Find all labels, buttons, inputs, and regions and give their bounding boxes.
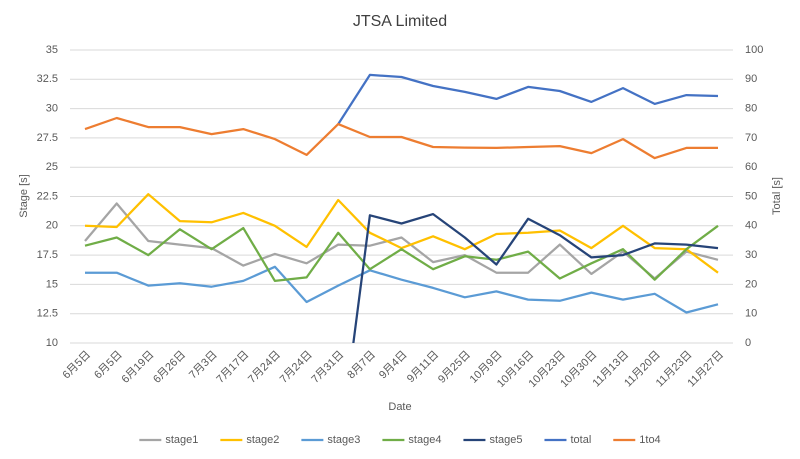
y-tick-label: 27.5: [37, 132, 58, 144]
y-tick-label: 17.5: [37, 249, 58, 261]
y2-tick-label: 20: [745, 278, 757, 290]
y-tick-label: 20: [46, 220, 58, 232]
y-tick-label: 22.5: [37, 190, 58, 202]
x-tick-label: 9月11日: [405, 349, 441, 385]
y2-tick-label: 100: [745, 44, 763, 56]
y2-tick-label: 10: [745, 308, 757, 320]
series-line: [84, 202, 719, 280]
x-tick-label: 6月19日: [119, 349, 156, 386]
chart-title: JTSA Limited: [353, 13, 447, 30]
legend-label: stage1: [165, 434, 198, 446]
x-tick-label: 7月17日: [214, 349, 251, 386]
x-tick-label: 6月26日: [151, 349, 188, 386]
y2-tick-label: 90: [745, 73, 757, 85]
y2-tick-label: 40: [745, 220, 757, 232]
legend-label: total: [570, 434, 591, 446]
x-tick-label: 9月25日: [436, 349, 473, 386]
series-line: [84, 224, 719, 283]
y2-tick-label: 30: [745, 249, 757, 261]
y-tick-label: 25: [46, 161, 58, 173]
x-tick-label: 8月7日: [345, 349, 378, 382]
y2-tick-label: 0: [745, 337, 751, 349]
series-line: [84, 193, 719, 274]
y-tick-label: 30: [46, 103, 58, 115]
y2-axis-label: Total [s]: [771, 177, 783, 215]
y-tick-label: 10: [46, 337, 58, 349]
y-tick-label: 35: [46, 44, 58, 56]
y-tick-label: 12.5: [37, 308, 58, 320]
x-tick-label: 7月31日: [309, 349, 346, 386]
legend-label: 1to4: [639, 434, 660, 446]
x-tick-label: 6月5日: [60, 349, 93, 382]
series-line: [84, 116, 718, 160]
legend-label: stage5: [489, 434, 522, 446]
y-axis-label: Stage [s]: [18, 174, 30, 217]
legend-label: stage3: [327, 434, 360, 446]
x-tick-label: 7月24日: [278, 349, 315, 386]
y2-tick-label: 50: [745, 190, 757, 202]
legend-label: stage2: [246, 434, 279, 446]
legend-label: stage4: [408, 434, 441, 446]
series-line: [352, 212, 719, 343]
y2-tick-label: 60: [745, 161, 757, 173]
y-tick-label: 32.5: [37, 73, 58, 85]
x-axis-label: Date: [388, 401, 411, 413]
legend: stage1 stage2 stage3 stage4 stage5 total 1to4: [139, 434, 661, 446]
y2-tick-label: 70: [745, 132, 757, 144]
series-line: [85, 265, 719, 314]
y-tick-label: 15: [46, 278, 58, 290]
plot-area: [84, 73, 719, 343]
x-tick-label: 7月24日: [246, 349, 283, 386]
grid: [70, 49, 733, 344]
y2-tick-label: 80: [745, 103, 757, 115]
series-line: [337, 73, 719, 125]
